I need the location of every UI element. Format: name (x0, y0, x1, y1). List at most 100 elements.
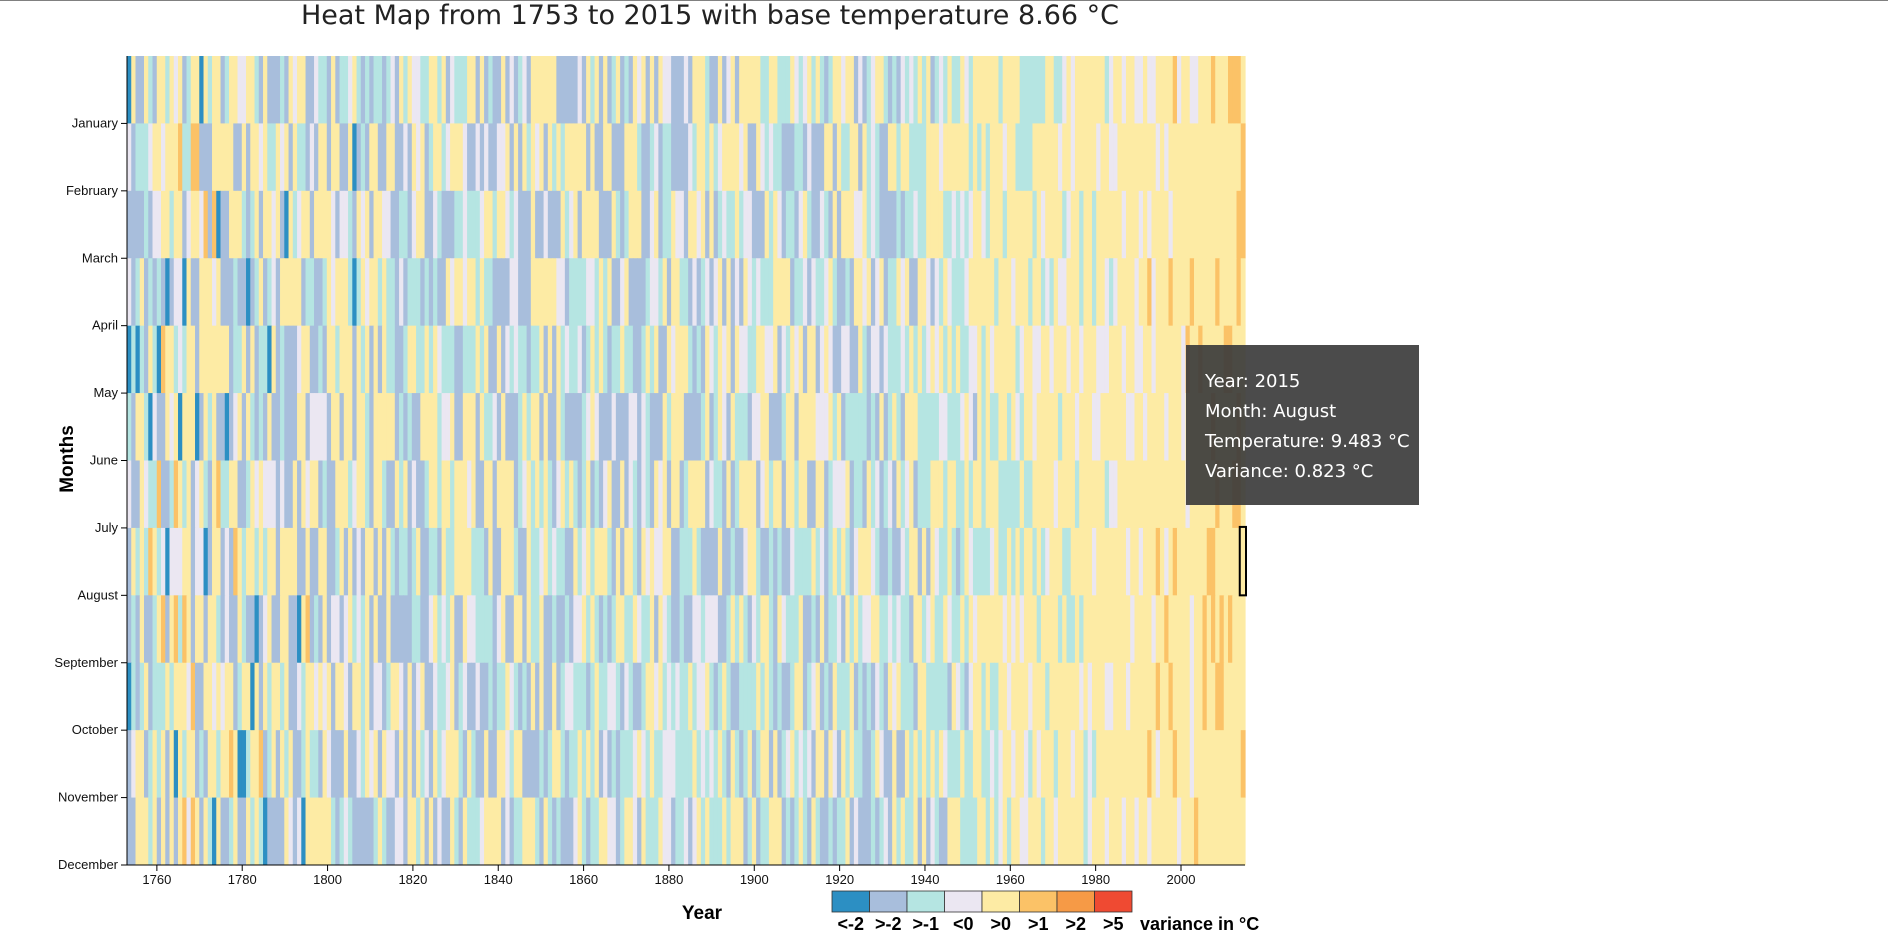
heatmap-cell[interactable] (484, 662, 489, 731)
heatmap-cell[interactable] (526, 797, 532, 866)
heatmap-cell[interactable] (173, 393, 179, 461)
heatmap-cell[interactable] (352, 527, 358, 596)
heatmap-cell[interactable] (1181, 393, 1187, 461)
heatmap-cell[interactable] (917, 123, 923, 192)
heatmap-cell[interactable] (1240, 797, 1246, 866)
heatmap-cell[interactable] (492, 56, 498, 124)
heatmap-cell[interactable] (624, 730, 630, 798)
heatmap-cell[interactable] (879, 527, 885, 596)
heatmap-cell[interactable] (573, 258, 579, 327)
heatmap-cell[interactable] (964, 730, 970, 798)
heatmap-cell[interactable] (794, 527, 800, 596)
heatmap-cell[interactable] (1019, 190, 1025, 259)
heatmap-cell[interactable] (458, 325, 464, 394)
heatmap-cell[interactable] (955, 595, 961, 664)
heatmap-cell[interactable] (1057, 527, 1063, 596)
heatmap-cell[interactable] (433, 595, 438, 664)
heatmap-cell[interactable] (1049, 123, 1055, 192)
heatmap-cell[interactable] (1019, 797, 1025, 866)
heatmap-cell[interactable] (148, 460, 154, 529)
heatmap-cell[interactable] (620, 662, 625, 731)
heatmap-cell[interactable] (675, 258, 681, 327)
heatmap-cell[interactable] (862, 56, 868, 124)
heatmap-cell[interactable] (921, 662, 927, 731)
heatmap-cell[interactable] (777, 797, 783, 866)
heatmap-cell[interactable] (454, 393, 460, 461)
heatmap-cell[interactable] (526, 595, 532, 664)
heatmap-cell[interactable] (284, 527, 290, 596)
heatmap-cell[interactable] (492, 393, 498, 461)
heatmap-cell[interactable] (615, 797, 621, 866)
heatmap-cell[interactable] (292, 730, 298, 798)
heatmap-cell[interactable] (802, 123, 808, 192)
heatmap-cell[interactable] (960, 662, 966, 731)
heatmap-cell[interactable] (305, 56, 311, 124)
heatmap-cell[interactable] (1138, 797, 1144, 866)
heatmap-cell[interactable] (331, 123, 336, 192)
heatmap-cell[interactable] (845, 797, 851, 866)
heatmap-cell[interactable] (496, 460, 502, 529)
heatmap-cell[interactable] (229, 56, 234, 124)
heatmap-cell[interactable] (229, 393, 234, 461)
heatmap-cell[interactable] (747, 662, 753, 731)
heatmap-cell[interactable] (263, 56, 268, 124)
heatmap-cell[interactable] (390, 460, 396, 529)
heatmap-cell[interactable] (186, 527, 192, 596)
heatmap-cell[interactable] (505, 595, 511, 664)
heatmap-cell[interactable] (960, 460, 966, 529)
heatmap-cell[interactable] (955, 325, 961, 394)
heatmap-cell[interactable] (543, 56, 549, 124)
heatmap-cell[interactable] (798, 662, 804, 731)
heatmap-cell[interactable] (1164, 56, 1170, 124)
heatmap-cell[interactable] (233, 527, 239, 596)
heatmap-cell[interactable] (535, 662, 540, 731)
heatmap-cell[interactable] (1066, 662, 1072, 731)
heatmap-cell[interactable] (1236, 797, 1242, 866)
heatmap-cell[interactable] (1011, 460, 1017, 529)
heatmap-cell[interactable] (267, 797, 273, 866)
heatmap-cell[interactable] (1074, 56, 1080, 124)
heatmap-cell[interactable] (1045, 56, 1051, 124)
heatmap-cell[interactable] (696, 730, 702, 798)
heatmap-cell[interactable] (535, 730, 540, 798)
heatmap-cell[interactable] (331, 662, 336, 731)
heatmap-cell[interactable] (280, 527, 285, 596)
heatmap-cell[interactable] (148, 56, 154, 124)
heatmap-cell[interactable] (420, 527, 426, 596)
heatmap-cell[interactable] (1117, 393, 1123, 461)
heatmap-cell[interactable] (1066, 325, 1072, 394)
heatmap-cell[interactable] (998, 325, 1004, 394)
heatmap-cell[interactable] (981, 56, 987, 124)
heatmap-cell[interactable] (1223, 595, 1229, 664)
heatmap-cell[interactable] (1057, 662, 1063, 731)
heatmap-cell[interactable] (403, 325, 409, 394)
heatmap-cell[interactable] (246, 460, 251, 529)
heatmap-cell[interactable] (403, 595, 409, 664)
heatmap-cell[interactable] (331, 190, 336, 259)
heatmap-cell[interactable] (522, 258, 528, 327)
heatmap-cell[interactable] (943, 190, 949, 259)
heatmap-cell[interactable] (917, 56, 923, 124)
heatmap-cell[interactable] (569, 527, 574, 596)
heatmap-cell[interactable] (666, 460, 672, 529)
heatmap-cell[interactable] (212, 123, 217, 192)
heatmap-cell[interactable] (798, 797, 804, 866)
heatmap-cell[interactable] (819, 123, 825, 192)
heatmap-cell[interactable] (203, 730, 209, 798)
heatmap-cell[interactable] (985, 460, 991, 529)
heatmap-cell[interactable] (632, 258, 638, 327)
heatmap-cell[interactable] (229, 527, 234, 596)
heatmap-cell[interactable] (522, 797, 528, 866)
heatmap-cell[interactable] (305, 527, 311, 596)
heatmap-cell[interactable] (683, 258, 689, 327)
heatmap-cell[interactable] (224, 190, 230, 259)
heatmap-cell[interactable] (454, 190, 460, 259)
heatmap-cell[interactable] (127, 527, 132, 596)
heatmap-cell[interactable] (535, 258, 540, 327)
heatmap-cell[interactable] (722, 730, 727, 798)
heatmap-cell[interactable] (845, 325, 851, 394)
heatmap-cell[interactable] (1023, 662, 1029, 731)
heatmap-cell[interactable] (1019, 662, 1025, 731)
heatmap-cell[interactable] (581, 460, 587, 529)
heatmap-cell[interactable] (989, 730, 995, 798)
